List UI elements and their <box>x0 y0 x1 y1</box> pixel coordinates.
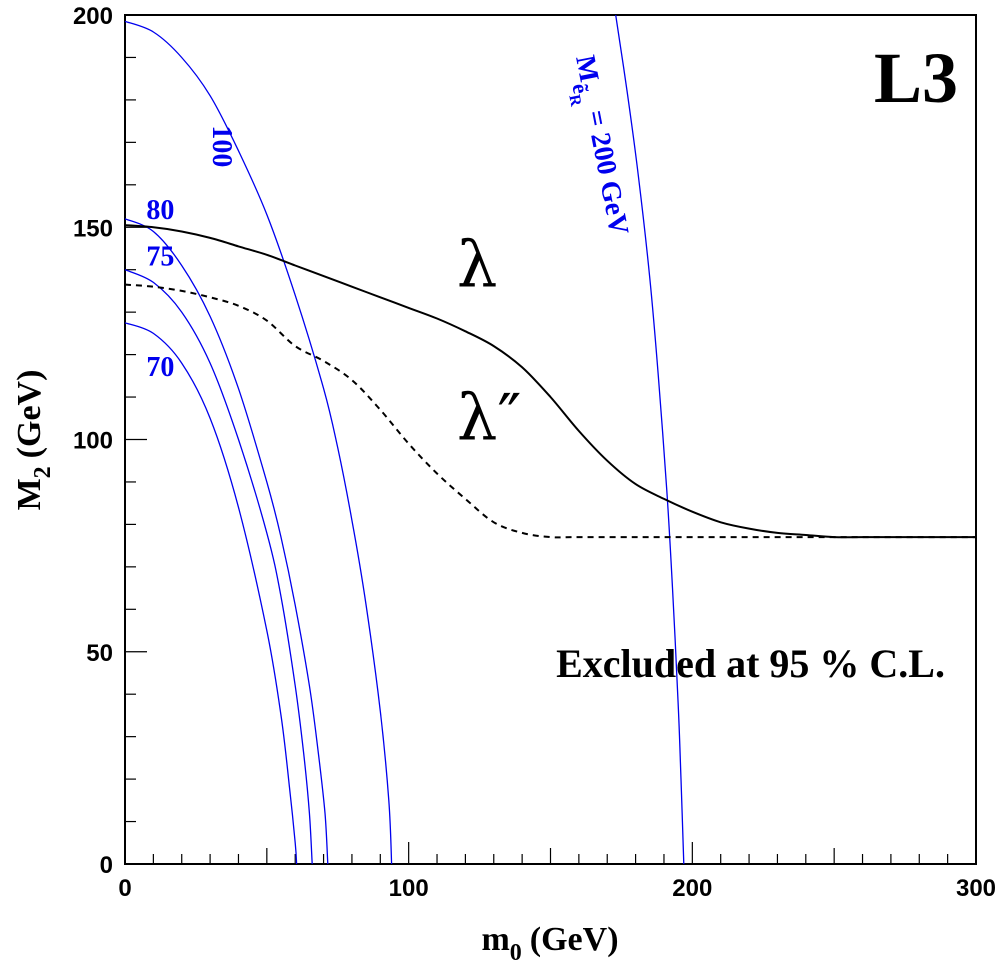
y-axis-title: M2 (GeV) <box>11 370 56 511</box>
series-label-1: λ″ <box>457 382 521 456</box>
axis-ticks <box>124 14 977 865</box>
x-axis-title-main: m <box>481 921 509 958</box>
selectron-label-value: = 200 GeV <box>580 108 635 238</box>
limit-curves <box>124 224 976 539</box>
x-tick-label: 0 <box>118 875 131 902</box>
y-tick-label: 200 <box>73 3 113 30</box>
contour-line-1 <box>124 269 313 865</box>
contour-label-70: 70 <box>146 352 174 383</box>
experiment-label: L3 <box>874 38 958 118</box>
x-tick-label: 100 <box>389 875 429 902</box>
x-axis-title-sub: 0 <box>510 940 522 963</box>
plot-frame <box>124 14 977 865</box>
contour-line-4 <box>615 14 685 865</box>
limit-curve-1 <box>124 283 976 539</box>
x-axis-title-unit: (GeV) <box>530 921 619 958</box>
series-label-0: λ <box>457 229 498 303</box>
x-axis-title: m0 (GeV) <box>481 921 618 963</box>
y-axis-title-unit: (GeV) <box>11 370 48 459</box>
y-tick-label: 100 <box>73 428 113 455</box>
y-tick-label: 0 <box>100 852 113 879</box>
contour-label-75: 75 <box>146 241 174 272</box>
contour-label-100: 100 <box>206 125 237 167</box>
excluded-annotation: Excluded at 95 % C.L. <box>556 641 945 686</box>
selectron-label-m: M <box>569 53 604 85</box>
x-tick-label: 300 <box>956 875 996 902</box>
contour-line-2 <box>124 218 329 865</box>
selectron-label-subsub: R <box>565 93 584 108</box>
y-axis-title-main: M <box>11 478 48 510</box>
contour-line-0 <box>124 322 298 865</box>
contour-line-3 <box>124 20 393 865</box>
y-axis-title-sub: 2 <box>30 466 56 478</box>
x-tick-label: 200 <box>672 875 712 902</box>
selectron-mass-contours <box>124 14 685 865</box>
y-tick-label: 50 <box>86 640 113 667</box>
y-tick-label: 150 <box>73 215 113 242</box>
axis-tick-labels: 0 100 200 300 0 50 100 150 200 <box>73 3 996 902</box>
limit-curve-0 <box>124 224 976 539</box>
contour-label-80: 80 <box>146 195 174 226</box>
selectron-mass-label: MẽR= 200 GeV <box>558 53 634 240</box>
